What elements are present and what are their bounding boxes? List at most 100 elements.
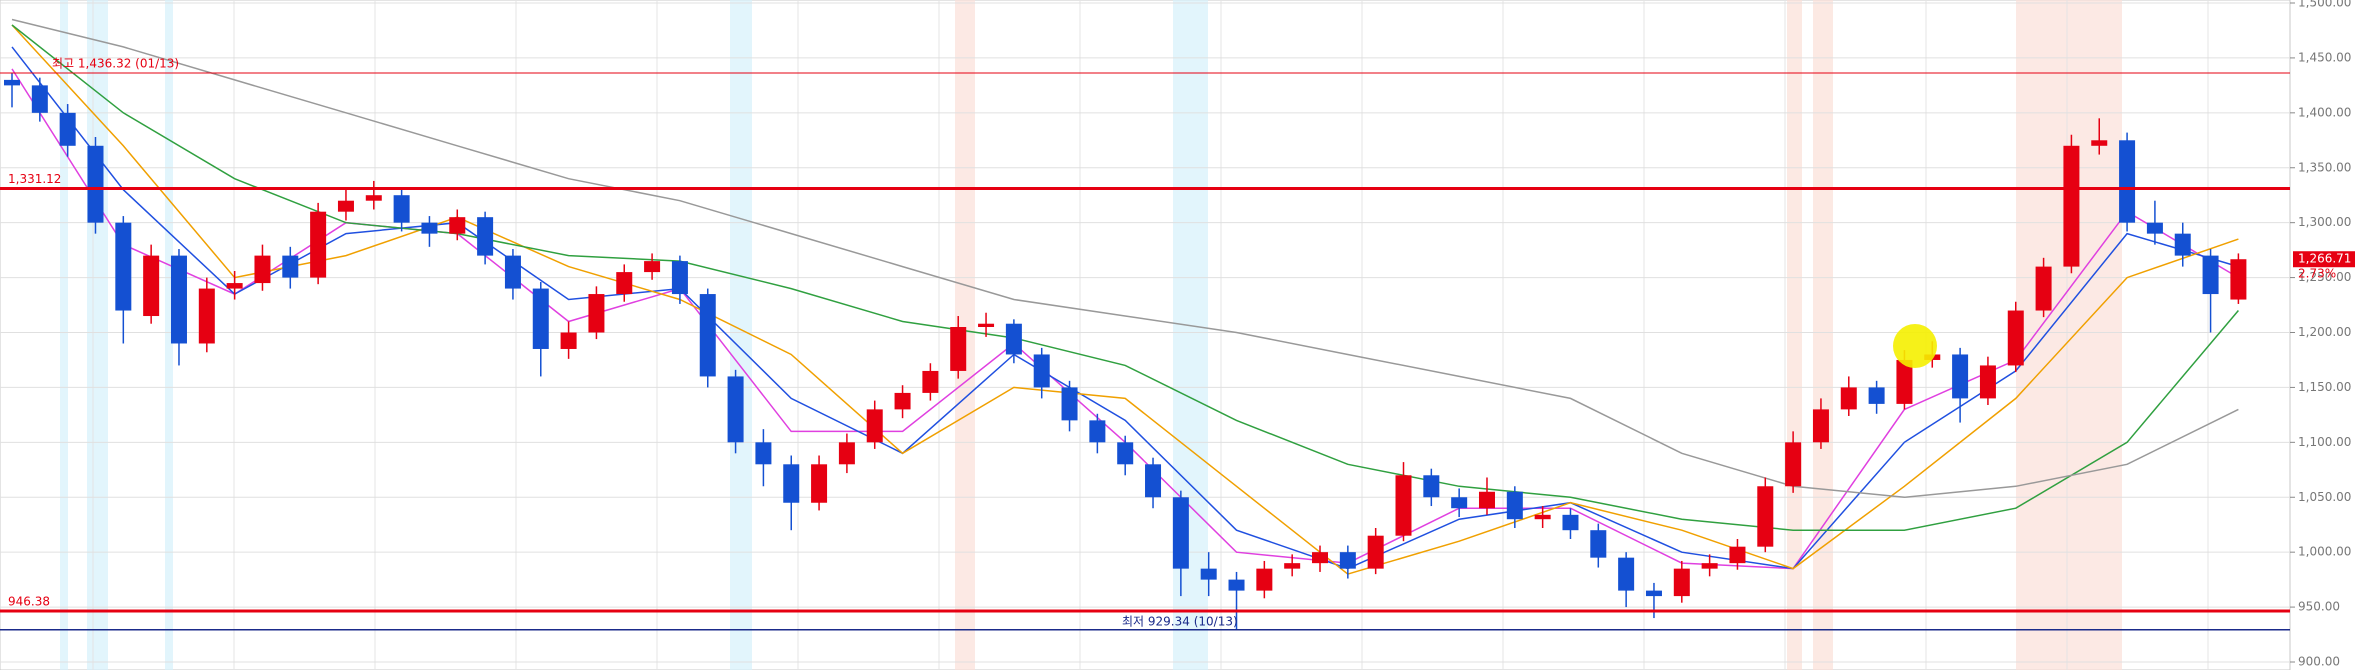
- candle-body: [755, 442, 772, 465]
- candle-body: [1423, 475, 1440, 498]
- highlight-marker: [1893, 324, 1937, 368]
- candle-body: [588, 294, 605, 333]
- band: [1787, 0, 1802, 670]
- candle-body: [1339, 552, 1356, 569]
- y-tick-label: 1,300.00: [2298, 215, 2351, 229]
- candle-body: [1228, 579, 1245, 591]
- candle-body: [1840, 387, 1857, 410]
- candle-body: [170, 255, 187, 344]
- candle-body: [115, 222, 132, 311]
- y-tick-label: 1,000.00: [2298, 545, 2351, 559]
- candle-body: [532, 288, 549, 349]
- candle-body: [2035, 266, 2052, 311]
- candle-body: [1005, 323, 1022, 355]
- band: [165, 0, 173, 670]
- candle-body: [1312, 552, 1329, 564]
- candle-body: [950, 327, 967, 371]
- candle-body: [143, 255, 160, 317]
- candle-body: [1645, 590, 1662, 597]
- candle-body: [1534, 514, 1551, 520]
- candle-body: [282, 255, 299, 278]
- candle-body: [894, 392, 911, 410]
- candle-body: [2091, 140, 2108, 146]
- candle-body: [337, 200, 354, 212]
- reference-label: 최저 929.34 (10/13): [1122, 614, 1238, 628]
- y-tick-label: 1,450.00: [2298, 50, 2351, 64]
- candle-body: [1451, 497, 1468, 509]
- candle-body: [671, 261, 688, 295]
- y-tick-label: 1,150.00: [2298, 380, 2351, 394]
- candle-body: [1729, 546, 1746, 564]
- candle-body: [2007, 310, 2024, 366]
- candle-body: [811, 464, 828, 503]
- candle-body: [226, 283, 243, 289]
- candle-body: [87, 145, 104, 223]
- candle-body: [1172, 497, 1189, 569]
- candle-body: [1785, 442, 1802, 487]
- candle-body: [1367, 535, 1384, 569]
- candle-body: [2230, 259, 2247, 300]
- candle-body: [560, 332, 577, 349]
- candle-body: [1701, 563, 1718, 569]
- moving-average-line: [11, 24, 2239, 531]
- y-tick-label: 950.00: [2298, 600, 2340, 614]
- last-price-box: [2293, 251, 2355, 268]
- band: [60, 0, 68, 670]
- candle-body: [2063, 145, 2080, 267]
- y-tick-label: 1,250.00: [2298, 270, 2351, 284]
- candle-body: [1812, 409, 1829, 443]
- candle-body: [1256, 568, 1273, 591]
- candle-body: [1284, 563, 1301, 569]
- candle-body: [1506, 491, 1523, 520]
- candle-body: [1478, 491, 1495, 509]
- candle-body: [699, 294, 716, 377]
- band: [1813, 0, 1833, 670]
- candle-body: [727, 376, 744, 443]
- candle-body: [1200, 568, 1217, 580]
- candle-body: [1952, 354, 1969, 399]
- candle-body: [1061, 387, 1078, 421]
- y-tick-label: 1,200.00: [2298, 325, 2351, 339]
- candle-body: [59, 112, 76, 146]
- band: [2016, 0, 2122, 670]
- candle-body: [254, 255, 271, 284]
- y-tick-label: 1,050.00: [2298, 490, 2351, 504]
- candle-body: [1117, 442, 1134, 465]
- candle-body: [504, 255, 521, 289]
- candle-body: [365, 195, 382, 201]
- last-price-label: 1,266.71: [2298, 252, 2351, 266]
- candle-body: [2146, 222, 2163, 234]
- y-tick-label: 1,350.00: [2298, 160, 2351, 174]
- candle-body: [1089, 420, 1106, 443]
- candle-body: [922, 370, 939, 393]
- band: [87, 0, 108, 670]
- candle-body: [1757, 486, 1774, 547]
- moving-average-line: [11, 46, 2239, 570]
- candle-body: [310, 211, 327, 278]
- candle-body: [783, 464, 800, 503]
- y-tick-label: 1,100.00: [2298, 435, 2351, 449]
- candle-body: [2119, 140, 2136, 223]
- candle-body: [1979, 365, 1996, 399]
- y-tick-label: 1,500.00: [2298, 0, 2351, 10]
- reference-label: 최고 1,436.32 (01/13): [52, 56, 179, 70]
- candle-body: [477, 217, 494, 256]
- candle-body: [1618, 557, 1635, 591]
- moving-average-line: [11, 18, 2239, 499]
- candle-body: [1562, 514, 1579, 531]
- candle-body: [393, 195, 410, 223]
- candle-body: [1395, 475, 1412, 536]
- y-tick-label: 900.00: [2298, 655, 2340, 669]
- reference-label: 1,331.12: [8, 172, 61, 186]
- candle-body: [198, 288, 215, 344]
- change-label: 2.73%: [2298, 267, 2336, 281]
- candle-body: [449, 217, 466, 234]
- candle-body: [1145, 464, 1162, 498]
- moving-average-line: [11, 24, 2239, 575]
- candle-body: [421, 222, 438, 234]
- reference-label: 946.38: [8, 595, 50, 609]
- candle-body: [644, 261, 661, 273]
